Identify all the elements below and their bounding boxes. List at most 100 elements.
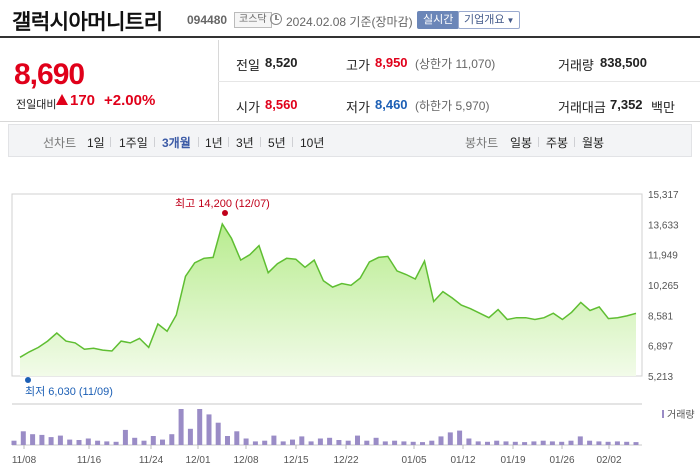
volume-bar xyxy=(420,442,425,445)
volume-bar xyxy=(243,438,249,445)
volume-bar xyxy=(122,429,128,445)
x-tick-label: 02/02 xyxy=(596,455,621,466)
tab-1y[interactable]: 1년 xyxy=(205,136,223,150)
tab-3y[interactable]: 3년 xyxy=(236,136,254,150)
low-annotation: 최저 6,030 (11/09) xyxy=(25,385,113,398)
y-tick-label: 13,633 xyxy=(648,220,679,231)
x-tick-label: 01/05 xyxy=(401,455,426,466)
price-chart: 15,317 13,633 11,949 10,265 8,581 6,897 5,213 최… xyxy=(0,180,700,474)
line-chart-label: 선차트 xyxy=(43,136,77,150)
volume-bar xyxy=(531,441,537,445)
volume-bar xyxy=(485,441,490,445)
volume-bar xyxy=(234,431,240,445)
x-tick-label: 11/16 xyxy=(77,455,102,466)
volume-bar xyxy=(85,438,91,445)
price-chart-svg: 15,317 13,633 11,949 10,265 8,581 6,897 5,213 최… xyxy=(11,190,695,466)
tab-monthly-candle[interactable]: 월봉 xyxy=(582,136,605,150)
tab-1w[interactable]: 1주일 xyxy=(119,136,148,150)
price-area xyxy=(20,224,636,376)
price-line xyxy=(19,222,637,358)
stock-code: 094480 xyxy=(187,13,228,27)
stock-name: 갤럭시아머니트리 xyxy=(12,11,163,34)
amount-unit: 백만 xyxy=(651,100,675,115)
volume-bar xyxy=(280,441,286,445)
high-marker xyxy=(222,210,228,216)
realtime-button[interactable]: 실시간 xyxy=(417,11,460,29)
chart-period-tabs: 선차트 1일 1주일 3개월 1년 3년 5년 10년 봉차트 일봉 주봉 월봉 xyxy=(8,124,692,157)
volume-bar xyxy=(577,436,583,445)
volume-bar xyxy=(206,414,212,445)
upper-limit: (상한가 11,070) xyxy=(415,57,496,71)
change-percent: +2.00% xyxy=(104,92,156,109)
volume-bar xyxy=(262,440,268,445)
volume-bar xyxy=(410,441,416,445)
high-annotation: 최고 14,200 (12/07) xyxy=(175,197,270,210)
volume-bar xyxy=(30,434,36,445)
y-tick-label: 8,581 xyxy=(648,311,673,322)
divider xyxy=(218,81,700,82)
volume-bar xyxy=(596,441,602,445)
x-tick-label: 01/19 xyxy=(500,455,525,466)
volume-bar xyxy=(113,441,119,445)
change-label: 전일대비 xyxy=(16,99,57,111)
volume-bar xyxy=(392,440,398,445)
volume-bar xyxy=(197,409,203,445)
volume-bar xyxy=(475,441,481,445)
y-tick-label: 10,265 xyxy=(648,281,679,292)
prev-close-label: 전일 xyxy=(236,58,260,73)
volume-bar xyxy=(215,422,221,445)
volume-bar xyxy=(95,440,101,445)
tab-10y[interactable]: 10년 xyxy=(300,136,325,150)
volume-bar xyxy=(104,441,110,445)
volume-bar xyxy=(187,428,193,445)
volume-bar xyxy=(345,440,351,445)
volume-bar xyxy=(457,430,463,445)
x-tick-label: 01/26 xyxy=(549,455,574,466)
volume-bar xyxy=(252,441,258,445)
volume-bar xyxy=(317,438,323,445)
volume-bar xyxy=(169,434,175,445)
low-label: 저가 xyxy=(346,100,370,115)
market-badge: 코스닥 xyxy=(234,12,272,28)
volume-legend-label: 거래량 xyxy=(667,409,695,421)
volume-bar xyxy=(299,436,305,445)
volume-bar xyxy=(447,432,453,445)
volume-bar xyxy=(614,441,620,445)
volume-bar xyxy=(178,409,184,445)
volume-bar xyxy=(141,440,147,445)
high-label: 고가 xyxy=(346,58,370,73)
tab-5y[interactable]: 5년 xyxy=(268,136,286,150)
volume-bar xyxy=(225,436,230,445)
volume-bar xyxy=(559,441,565,445)
volume-bar xyxy=(327,437,333,445)
volume-bar xyxy=(401,441,407,445)
volume-bar xyxy=(57,435,63,445)
open-label: 시가 xyxy=(236,100,260,115)
volume-bar xyxy=(512,441,518,445)
volume-bar xyxy=(271,435,277,445)
volume-bar xyxy=(624,441,630,445)
clock-icon xyxy=(270,13,282,25)
y-tick-label: 5,213 xyxy=(648,372,673,383)
lower-limit: (하한가 5,970) xyxy=(415,99,490,113)
tab-weekly-candle[interactable]: 주봉 xyxy=(546,136,569,150)
volume-bar xyxy=(522,442,528,445)
volume-bar xyxy=(364,440,370,445)
y-tick-label: 11,949 xyxy=(648,251,678,262)
y-tick-label: 6,897 xyxy=(648,342,673,353)
volume-bar xyxy=(382,441,388,445)
low-value: 8,460 xyxy=(375,97,408,112)
x-tick-label: 01/12 xyxy=(450,455,475,466)
x-tick-label: 11/08 xyxy=(12,455,37,466)
volume-bar xyxy=(587,440,593,445)
stock-header: 갤럭시아머니트리 094480 코스닥 2024.02.08 기준(장마감) 실… xyxy=(0,0,700,38)
current-price: 8,690 xyxy=(14,58,85,91)
x-tick-label: 12/22 xyxy=(333,455,358,466)
tab-3m[interactable]: 3개월 xyxy=(162,136,191,150)
volume-bar xyxy=(76,440,82,445)
tab-daily-candle[interactable]: 일봉 xyxy=(510,136,533,150)
volume-bar xyxy=(373,437,379,445)
company-overview-button[interactable]: 기업개요 ▼ xyxy=(458,11,521,29)
tab-1d[interactable]: 1일 xyxy=(87,136,105,150)
x-tick-label: 12/15 xyxy=(283,455,308,466)
